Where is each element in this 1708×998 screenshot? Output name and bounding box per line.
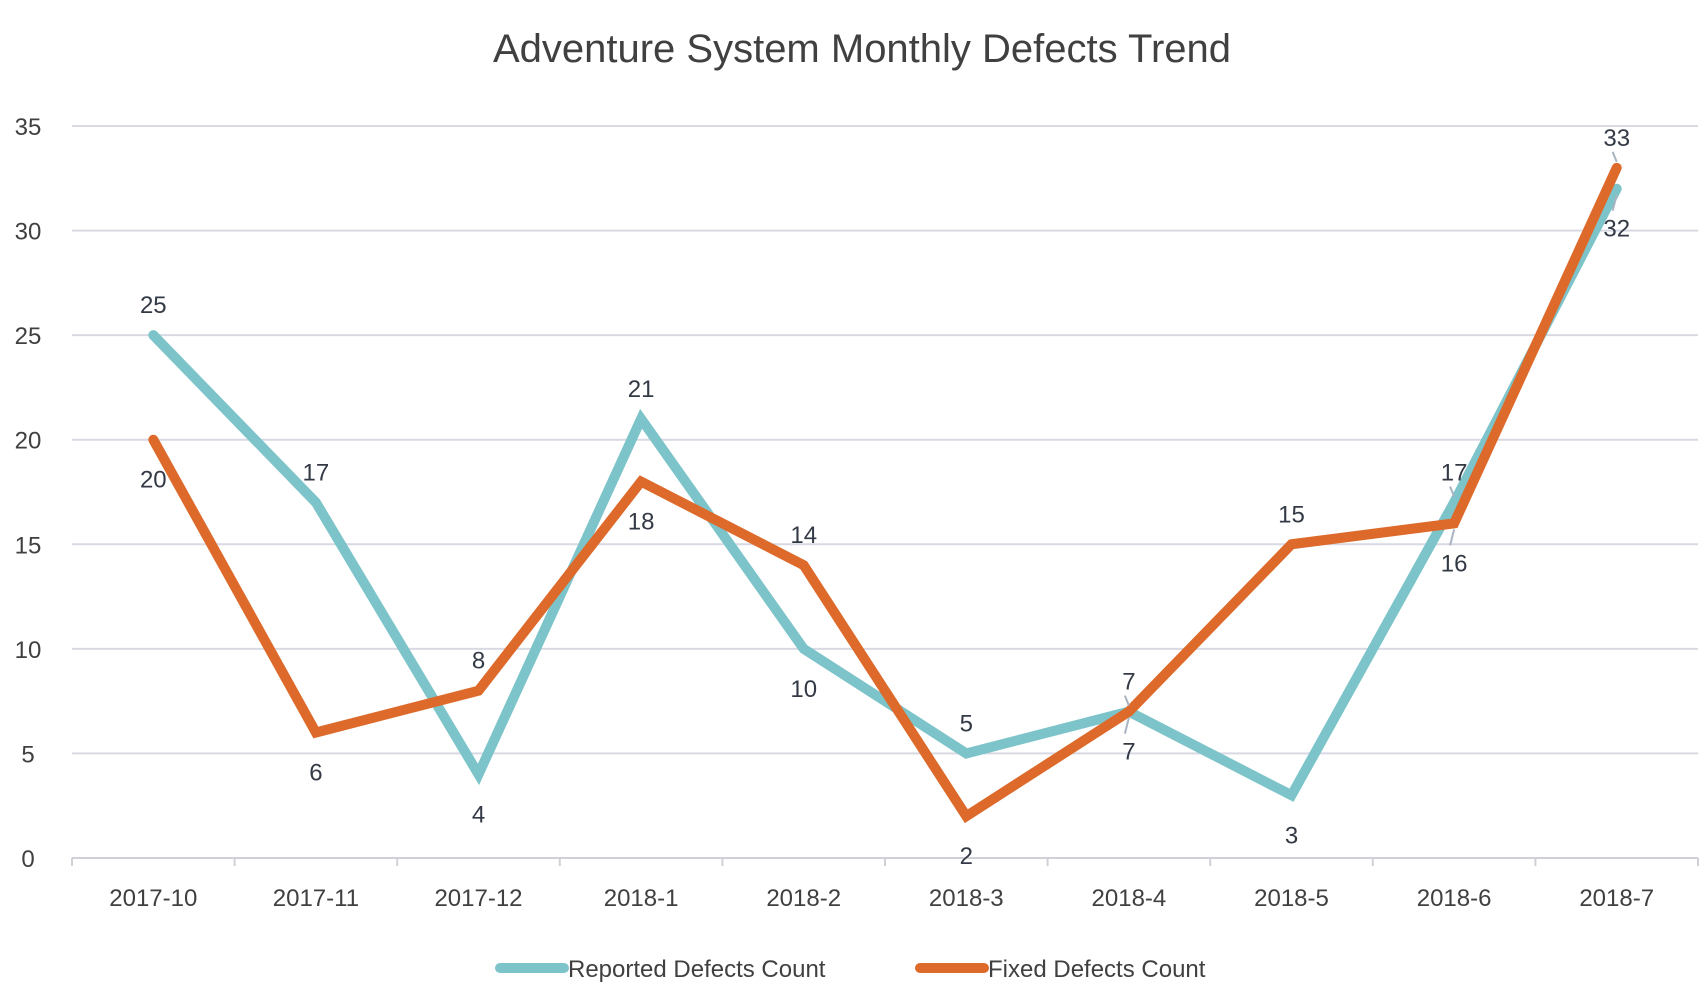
- y-axis-ticks: 0 5 10 15 20 25 30 35: [15, 114, 42, 873]
- data-label-fixed: 6: [309, 760, 322, 787]
- label-leader-line: [1611, 151, 1618, 163]
- data-label-fixed: 15: [1278, 501, 1305, 528]
- label-leader-line: [1123, 695, 1130, 706]
- data-labels: 25 20 17 6 4 8 21 18 10 14 5 2 7 7 3 15 17 16 32 33: [140, 125, 1630, 870]
- data-label-reported: 10: [790, 676, 817, 703]
- x-tick-label: 2018-1: [604, 885, 679, 912]
- data-label-fixed: 14: [790, 522, 817, 549]
- data-label-fixed: 16: [1441, 550, 1468, 577]
- x-tick-label: 2018-5: [1254, 885, 1329, 912]
- data-label-fixed: 18: [628, 509, 655, 536]
- x-tick-label: 2018-3: [929, 885, 1004, 912]
- series-line-reported: [148, 183, 1622, 802]
- data-label-fixed: 33: [1603, 125, 1630, 152]
- data-label-reported: 25: [140, 292, 167, 319]
- x-tick-label: 2017-12: [434, 885, 522, 912]
- legend: Reported Defects Count Fixed Defects Coun…: [495, 956, 1206, 983]
- data-label-reported: 3: [1285, 822, 1298, 849]
- x-tick-label: 2018-2: [766, 885, 841, 912]
- x-tick-label: 2017-10: [109, 885, 197, 912]
- y-tick-label: 25: [15, 323, 42, 350]
- y-tick-label: 35: [15, 114, 42, 141]
- x-tick-label: 2018-7: [1579, 885, 1654, 912]
- data-label-fixed: 20: [140, 467, 167, 494]
- data-label-reported: 5: [960, 710, 973, 737]
- data-label-fixed: 8: [472, 648, 485, 675]
- legend-label-fixed: Fixed Defects Count: [988, 956, 1206, 983]
- data-label-reported: 32: [1603, 216, 1630, 243]
- data-label-fixed: 7: [1122, 739, 1135, 766]
- x-tick-label: 2018-6: [1417, 885, 1492, 912]
- y-tick-label: 5: [21, 741, 34, 768]
- data-label-reported: 7: [1122, 669, 1135, 696]
- grid-lines: [72, 125, 1698, 755]
- data-label-reported: 17: [1441, 459, 1468, 486]
- data-label-fixed: 2: [960, 843, 973, 870]
- label-leader-line: [1611, 194, 1618, 211]
- x-tick-label: 2018-4: [1092, 885, 1167, 912]
- y-tick-label: 20: [15, 428, 42, 455]
- series-line-fixed: [148, 162, 1622, 824]
- y-tick-label: 0: [21, 846, 34, 873]
- y-tick-label: 10: [15, 637, 42, 664]
- x-tick-label: 2017-11: [273, 885, 359, 912]
- y-tick-label: 30: [15, 219, 42, 246]
- label-leader-line: [1449, 486, 1456, 497]
- x-axis: 2017-10 2017-11 2017-12 2018-1 2018-2 2018-3 2…: [71, 857, 1699, 912]
- label-leaders: [1123, 151, 1618, 734]
- data-label-reported: 17: [303, 459, 330, 486]
- chart-title: Adventure System Monthly Defects Trend: [493, 27, 1231, 71]
- series-lines: [148, 162, 1622, 824]
- legend-label-reported: Reported Defects Count: [568, 956, 826, 983]
- data-label-reported: 4: [472, 801, 485, 828]
- label-leader-line: [1123, 717, 1130, 734]
- y-tick-label: 15: [15, 532, 42, 559]
- label-leader-line: [1449, 529, 1456, 546]
- data-label-reported: 21: [628, 376, 655, 403]
